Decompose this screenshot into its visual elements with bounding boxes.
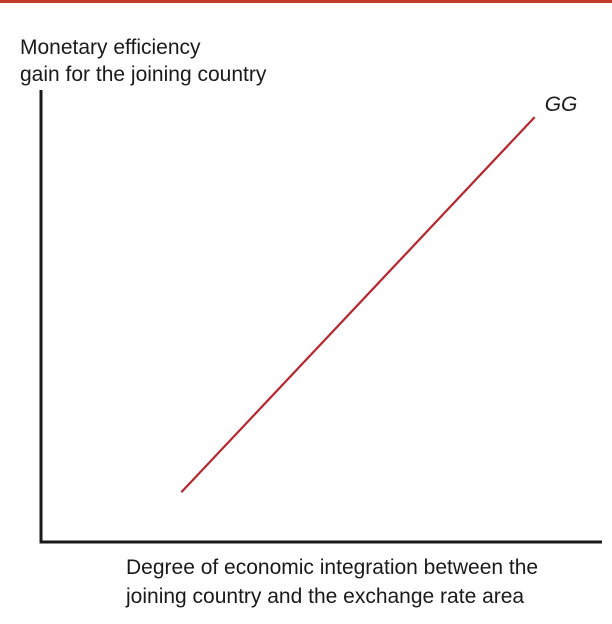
series-line-gg (180, 116, 536, 494)
x-axis-label: Degree of economic integration between t… (126, 553, 538, 611)
top-accent-rule (0, 0, 612, 3)
x-axis-label-line-2: joining country and the exchange rate ar… (126, 585, 525, 608)
y-axis-label-line-1: Monetary efficiency (20, 36, 201, 59)
series-layer: GG (180, 93, 578, 494)
y-axis-label-line-2: gain for the joining country (20, 63, 267, 86)
series-label-gg: GG (545, 93, 578, 116)
x-axis-label-line-1: Degree of economic integration between t… (126, 556, 539, 579)
y-axis-label: Monetary efficiency gain for the joining… (20, 34, 266, 88)
